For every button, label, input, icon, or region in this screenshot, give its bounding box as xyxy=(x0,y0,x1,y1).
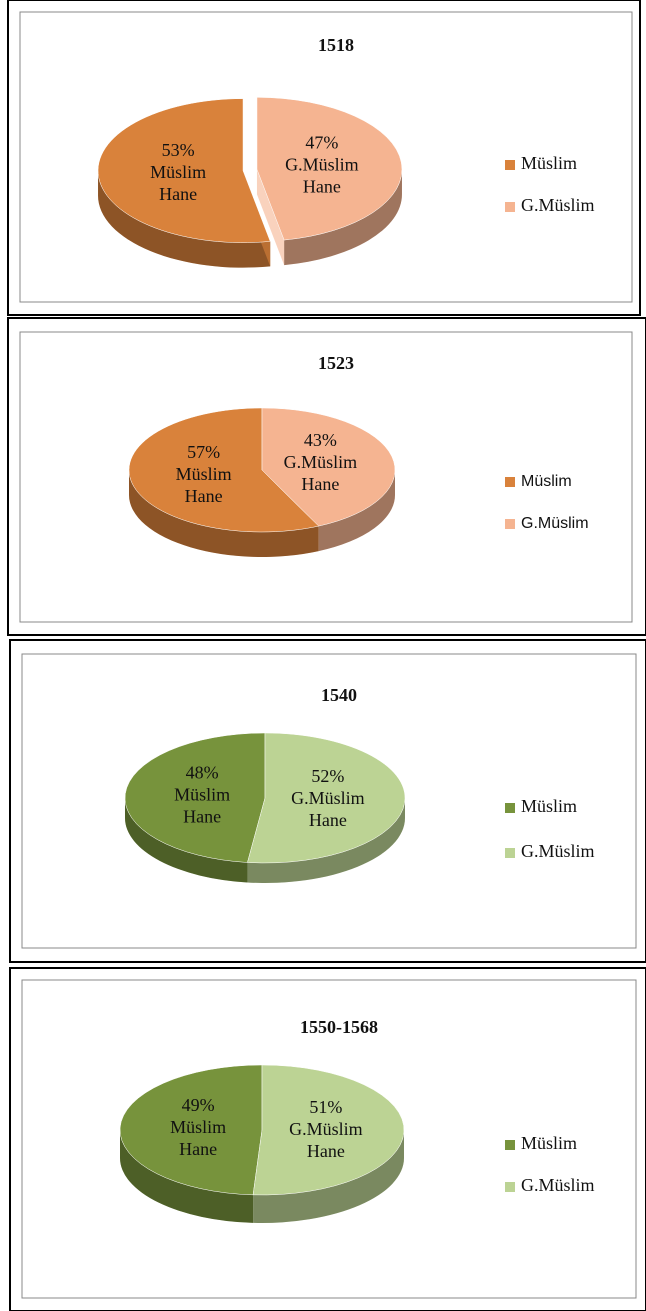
data-label: G.Müslim xyxy=(289,1119,363,1139)
legend-marker xyxy=(505,519,515,529)
pie-side-shade xyxy=(247,798,405,883)
pie-side xyxy=(120,1130,254,1223)
legend-marker xyxy=(505,803,515,813)
pie-slice xyxy=(256,97,403,241)
data-label: 57% xyxy=(187,442,220,462)
data-label: Hane xyxy=(301,474,339,494)
chart-title: 1540 xyxy=(321,685,357,705)
data-label: G.Müslim xyxy=(291,788,365,808)
legend-label: Müslim xyxy=(521,153,577,173)
data-label: Hane xyxy=(309,810,347,830)
legend-marker xyxy=(505,1182,515,1192)
pie-side-shade xyxy=(253,1130,404,1223)
legend-marker xyxy=(505,848,515,858)
chart-frame xyxy=(7,317,646,636)
chart-frame xyxy=(9,967,646,1311)
data-label: 47% xyxy=(305,132,338,152)
legend-label: Müslim xyxy=(521,1133,577,1153)
pie-side xyxy=(247,798,405,883)
pie-side-shade xyxy=(98,170,271,268)
pie-side xyxy=(253,1130,404,1223)
pie-slice xyxy=(119,1064,263,1196)
legend-label: Müslim xyxy=(521,473,572,490)
legend-marker xyxy=(505,1140,515,1150)
pie-side xyxy=(318,470,395,552)
data-label: 53% xyxy=(162,140,195,160)
chart-frame xyxy=(7,0,641,316)
pie-slice xyxy=(97,98,271,243)
data-label: 48% xyxy=(186,762,219,782)
legend-marker xyxy=(505,202,515,212)
data-label: 52% xyxy=(311,766,344,786)
data-label: Hane xyxy=(307,1141,345,1161)
data-label: Müslim xyxy=(176,464,232,484)
data-label: Hane xyxy=(179,1139,217,1159)
pie-side-shade xyxy=(284,169,402,266)
data-label: Hane xyxy=(185,486,223,506)
data-label: G.Müslim xyxy=(285,154,359,174)
legend-label: Müslim xyxy=(521,796,577,816)
data-label: 51% xyxy=(309,1097,342,1117)
data-label: Hane xyxy=(183,806,221,826)
data-label: Müslim xyxy=(150,162,206,182)
legend-label: G.Müslim xyxy=(521,515,589,532)
pie-side-shade xyxy=(120,1130,254,1223)
data-label: Hane xyxy=(303,176,341,196)
legend-label: G.Müslim xyxy=(521,841,595,861)
chart-frame xyxy=(9,639,646,963)
pie-slice xyxy=(128,407,320,533)
data-label: 49% xyxy=(182,1095,215,1115)
pie-side xyxy=(129,470,319,557)
pie-cut-face xyxy=(256,169,285,266)
legend-label: G.Müslim xyxy=(521,1175,595,1195)
chart: 154048%MüslimHane52%G.MüslimHaneMüslimG.… xyxy=(9,639,646,963)
chart: 151853%MüslimHane47%G.MüslimHaneMüslimG.… xyxy=(7,0,641,316)
chart-title: 1550-1568 xyxy=(300,1017,378,1037)
pie-slice xyxy=(252,1064,405,1196)
pie-side-shade xyxy=(129,470,319,557)
pie-side xyxy=(125,798,248,883)
pie-slice xyxy=(247,732,406,864)
pie-side-shade xyxy=(318,470,395,552)
data-label: Müslim xyxy=(174,784,230,804)
pie-slice xyxy=(261,407,396,527)
pie-slice xyxy=(124,732,266,863)
legend-marker xyxy=(505,160,515,170)
chart-title: 1523 xyxy=(318,353,354,373)
data-label: Müslim xyxy=(170,1117,226,1137)
chart-title: 1518 xyxy=(318,35,354,55)
pie-side xyxy=(98,170,271,268)
data-label: G.Müslim xyxy=(284,452,358,472)
pie-side xyxy=(284,169,402,266)
legend-label: G.Müslim xyxy=(521,195,595,215)
data-label: Hane xyxy=(159,184,197,204)
legend-marker xyxy=(505,477,515,487)
pie-side-shade xyxy=(125,798,248,883)
data-label: 43% xyxy=(304,430,337,450)
